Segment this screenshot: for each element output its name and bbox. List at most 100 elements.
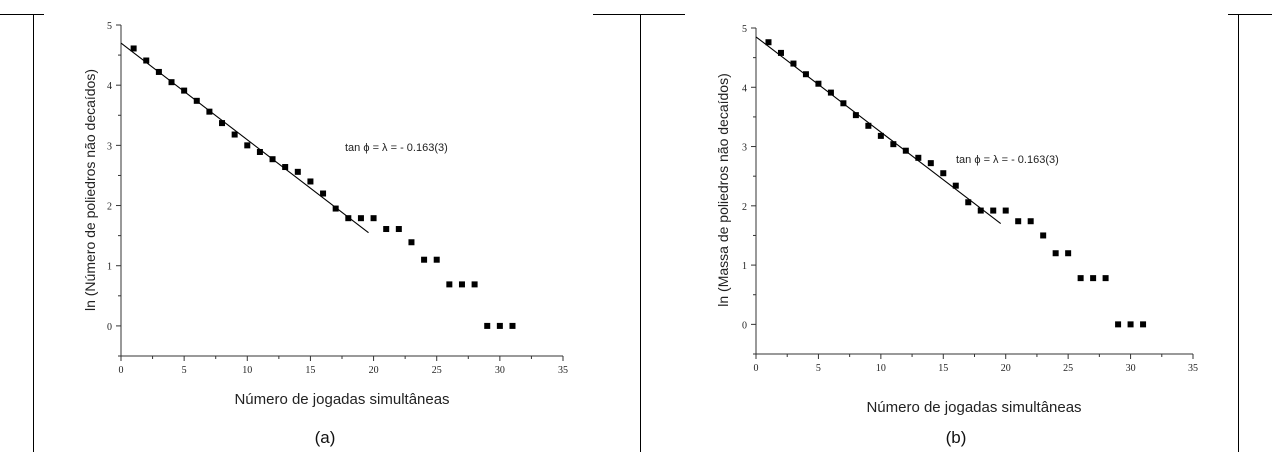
data-point-a bbox=[307, 178, 314, 185]
y-axis-title-a: ln (Número de poliedros não decaídos) bbox=[82, 69, 98, 311]
x-axis-title-a: Número de jogadas simultâneas bbox=[234, 391, 449, 408]
fit-line-a bbox=[120, 42, 369, 234]
x-tick-label-b: 5 bbox=[816, 363, 821, 374]
x-tick-label-b: 0 bbox=[754, 363, 759, 374]
chart-caption-a: (a) bbox=[314, 428, 336, 447]
chart-b-svg: 0 5 10 15 20 25 30 35 0 1 2 3 4 5 tan ϕ = λ = - 0.163(… bbox=[715, 24, 1198, 416]
data-point-a bbox=[408, 239, 415, 246]
data-point-a bbox=[357, 215, 364, 222]
frame-middle-divider bbox=[640, 14, 641, 452]
x-axis-title-b: Número de jogadas simultâneas bbox=[866, 399, 1081, 416]
data-point-b bbox=[865, 122, 872, 129]
data-point-b bbox=[827, 89, 834, 96]
chart-caption-b: (b) bbox=[945, 428, 967, 447]
data-point-a bbox=[294, 168, 301, 175]
data-point-a bbox=[130, 45, 137, 52]
y-tick-label-a: 1 bbox=[107, 262, 112, 273]
data-point-a bbox=[320, 190, 327, 197]
data-point-b bbox=[1052, 250, 1059, 257]
x-tick-label-b: 15 bbox=[938, 363, 948, 374]
data-point-a bbox=[143, 57, 150, 64]
data-point-b bbox=[1127, 321, 1134, 328]
y-tick-label-a: 5 bbox=[107, 21, 112, 32]
data-point-a bbox=[206, 108, 213, 115]
data-point-b bbox=[915, 154, 922, 161]
x-tick-label-b: 35 bbox=[1188, 363, 1198, 374]
data-point-b bbox=[977, 207, 984, 214]
y-tick-label-a: 4 bbox=[107, 81, 112, 92]
data-point-b bbox=[840, 100, 847, 107]
data-point-a bbox=[168, 79, 175, 86]
data-point-a bbox=[509, 322, 516, 329]
x-tick-label-a: 35 bbox=[558, 365, 568, 376]
data-point-b bbox=[952, 182, 959, 189]
data-point-b bbox=[1090, 275, 1097, 282]
data-point-b bbox=[940, 170, 947, 177]
x-tick-label-b: 10 bbox=[876, 363, 886, 374]
data-point-b bbox=[990, 207, 997, 214]
x-tick-label-a: 5 bbox=[182, 365, 187, 376]
data-point-b bbox=[802, 71, 809, 78]
data-point-b bbox=[1040, 232, 1047, 239]
x-tick-label-b: 20 bbox=[1001, 363, 1011, 374]
chart-panel-b: 0 5 10 15 20 25 30 35 0 1 2 3 4 5 tan ϕ = λ = - 0.163(… bbox=[636, 0, 1272, 452]
data-point-b bbox=[765, 39, 772, 46]
data-point-a bbox=[484, 322, 491, 329]
data-point-b bbox=[1065, 250, 1072, 257]
data-point-a bbox=[219, 120, 226, 127]
x-tick-label-a: 25 bbox=[432, 365, 442, 376]
data-point-b bbox=[927, 160, 934, 167]
data-point-a bbox=[446, 281, 453, 288]
data-point-a bbox=[370, 215, 377, 222]
frame-top-right-line bbox=[1228, 14, 1272, 15]
data-point-a bbox=[256, 148, 263, 155]
data-point-a bbox=[193, 97, 200, 104]
data-point-a bbox=[433, 256, 440, 263]
y-tick-label-b: 3 bbox=[742, 143, 747, 154]
data-point-b bbox=[790, 60, 797, 67]
data-point-b bbox=[1015, 218, 1022, 225]
data-point-a bbox=[231, 131, 238, 138]
y-axis-title-b: ln (Massa de poliedros não decaídos) bbox=[715, 73, 731, 306]
y-tick-label-b: 0 bbox=[742, 320, 747, 331]
data-point-a bbox=[155, 68, 162, 75]
data-point-a bbox=[458, 281, 465, 288]
data-point-a bbox=[496, 322, 503, 329]
data-point-a bbox=[395, 226, 402, 233]
data-point-b bbox=[902, 147, 909, 154]
y-tick-label-b: 5 bbox=[742, 24, 747, 35]
data-point-a bbox=[332, 205, 339, 212]
data-point-b bbox=[965, 199, 972, 206]
fit-annotation-b: tan ϕ = λ = - 0.163(3) bbox=[956, 154, 1059, 166]
fit-annotation-a: tan ϕ = λ = - 0.163(3) bbox=[345, 142, 448, 154]
x-tick-label-b: 25 bbox=[1063, 363, 1073, 374]
data-point-b bbox=[1002, 207, 1009, 214]
data-point-a bbox=[244, 142, 251, 149]
data-point-b bbox=[815, 80, 822, 87]
data-point-b bbox=[890, 141, 897, 148]
data-point-b bbox=[1140, 321, 1147, 328]
x-tick-label-b: 30 bbox=[1126, 363, 1136, 374]
y-tick-label-b: 2 bbox=[742, 202, 747, 213]
frame-top-left-line bbox=[0, 14, 44, 15]
y-tick-label-b: 4 bbox=[742, 83, 747, 94]
data-point-b bbox=[877, 132, 884, 139]
x-tick-label-a: 0 bbox=[119, 365, 124, 376]
data-point-b bbox=[1102, 275, 1109, 282]
data-point-a bbox=[471, 281, 478, 288]
y-tick-label-b: 1 bbox=[742, 261, 747, 272]
data-point-a bbox=[269, 156, 276, 163]
data-point-a bbox=[383, 226, 390, 233]
frame-left-border bbox=[33, 14, 34, 452]
data-point-b bbox=[1077, 275, 1084, 282]
x-tick-label-a: 10 bbox=[242, 365, 252, 376]
frame-top-middle-line bbox=[593, 14, 685, 15]
y-tick-label-a: 0 bbox=[107, 322, 112, 333]
data-point-b bbox=[1027, 218, 1034, 225]
data-point-a bbox=[282, 164, 289, 171]
fit-line-b bbox=[755, 36, 1002, 225]
data-point-b bbox=[1115, 321, 1122, 328]
data-point-a bbox=[421, 256, 428, 263]
chart-panel-a: 0 5 10 15 20 25 30 35 0 1 2 3 4 5 tan ϕ = λ = - 0.163(… bbox=[82, 21, 568, 447]
y-tick-label-a: 3 bbox=[107, 141, 112, 152]
